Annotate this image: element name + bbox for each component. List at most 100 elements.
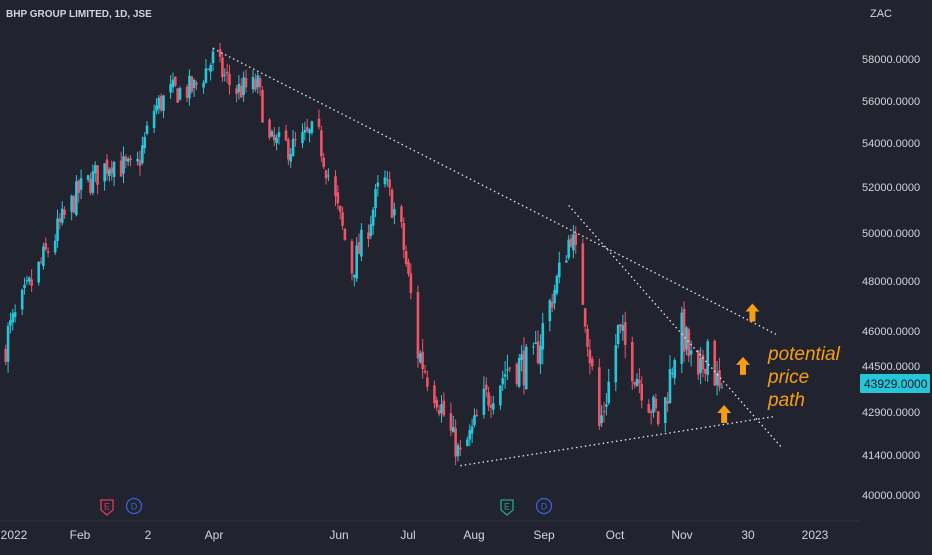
candle-body — [126, 158, 130, 162]
price-axis[interactable]: 58000.0000 56000.0000 54000.0000 52000.0000… — [862, 54, 920, 502]
candle-body — [376, 182, 380, 187]
candle-body — [190, 76, 194, 92]
candle-body — [682, 308, 686, 352]
candle-body — [239, 85, 243, 98]
earnings-marker-icon[interactable]: E — [500, 499, 514, 516]
candle-body — [23, 284, 26, 289]
candle-body — [223, 74, 227, 76]
candle-body — [484, 384, 488, 390]
candle-body — [539, 345, 542, 365]
candle-body — [141, 145, 144, 164]
candle-body — [386, 179, 389, 181]
price-tick-label: 56000.0000 — [862, 96, 920, 108]
candle-body — [228, 73, 231, 86]
price-tick-label: 42900.0000 — [862, 407, 920, 419]
candle-body — [473, 415, 476, 426]
candle-body — [320, 130, 323, 157]
candle-body — [56, 218, 59, 241]
candle-body — [159, 96, 163, 111]
candle-body — [188, 75, 191, 99]
time-tick-label: Nov — [671, 528, 692, 542]
candle-body — [522, 350, 526, 386]
trend-line[interactable] — [460, 415, 777, 467]
candle-body — [704, 368, 707, 374]
candle-body — [89, 178, 92, 193]
dividend-marker-icon[interactable]: D — [535, 497, 553, 515]
price-tick-label: 54000.0000 — [862, 138, 920, 150]
candle-body — [633, 382, 636, 385]
time-tick-label: Feb — [70, 528, 91, 542]
candle-body — [192, 80, 196, 89]
candle-body — [475, 414, 479, 417]
chart-title: BHP GROUP LIMITED, 1D, JSE — [6, 9, 152, 20]
candle-body — [287, 139, 290, 160]
candle-body — [42, 246, 45, 267]
candle-body — [37, 261, 40, 283]
candle-body — [701, 354, 705, 370]
candle-body — [25, 280, 29, 282]
candle-body — [261, 90, 264, 123]
marker-glyph: E — [104, 502, 110, 512]
last-price-tag: 43929.0000 — [860, 374, 930, 393]
candle-body — [13, 312, 17, 318]
candle-body — [640, 383, 644, 401]
marker-shape — [500, 499, 514, 516]
time-tick-label: Jul — [400, 528, 415, 542]
dividend-marker-icon[interactable]: D — [125, 497, 143, 515]
candle-body — [435, 399, 439, 408]
candle-body — [303, 129, 307, 133]
candle-body — [124, 156, 128, 161]
candle-body — [251, 76, 255, 90]
up-arrow-icon — [745, 303, 760, 322]
candle-body — [713, 340, 717, 386]
candle-body — [209, 65, 212, 72]
candle-body — [666, 400, 669, 404]
price-tick-label: 52000.0000 — [862, 182, 920, 194]
marker-shape — [125, 497, 143, 515]
candle-body — [268, 119, 271, 138]
candle-body — [409, 273, 413, 294]
candle-body — [442, 400, 446, 416]
candle-body — [77, 180, 81, 193]
candle-body — [687, 329, 691, 357]
candle-body — [456, 445, 460, 457]
candle-body — [583, 308, 587, 327]
candle-body — [503, 374, 507, 377]
candle-body — [718, 370, 721, 387]
candle-body — [178, 88, 182, 100]
candle-body — [685, 327, 688, 350]
candle-body — [590, 358, 594, 367]
candle-body — [169, 83, 172, 93]
time-axis[interactable]: 2022 Feb 2 Apr Jun Jul Aug Sep Oct Nov 30 2023 — [1, 528, 829, 542]
candle-body — [258, 78, 262, 88]
candle-body — [499, 385, 502, 406]
candle-body — [567, 239, 570, 258]
candle-body — [136, 158, 139, 162]
candle-body — [451, 426, 455, 433]
candle-body — [93, 165, 97, 174]
candle-body — [581, 243, 585, 305]
up-arrow-icon — [736, 356, 750, 375]
candle-body — [459, 447, 462, 450]
candle-body — [404, 251, 408, 264]
candle-body — [204, 68, 208, 83]
earnings-marker-icon[interactable]: E — [100, 499, 114, 516]
candle-body — [487, 392, 490, 406]
candle-body — [129, 158, 132, 161]
candles-layer — [4, 42, 724, 466]
trend-line[interactable] — [212, 47, 777, 335]
candle-body — [185, 86, 189, 98]
candle-body — [390, 189, 394, 218]
time-tick-label: 2022 — [1, 528, 28, 542]
candle-body — [86, 175, 90, 180]
price-tick-label: 46000.0000 — [862, 326, 920, 338]
candle-body — [517, 357, 521, 387]
candle-body — [706, 341, 709, 375]
candle-body — [623, 322, 627, 345]
candle-body — [176, 88, 179, 103]
candle-body — [440, 404, 443, 414]
candle-body — [277, 132, 281, 138]
candle-body — [103, 163, 106, 182]
